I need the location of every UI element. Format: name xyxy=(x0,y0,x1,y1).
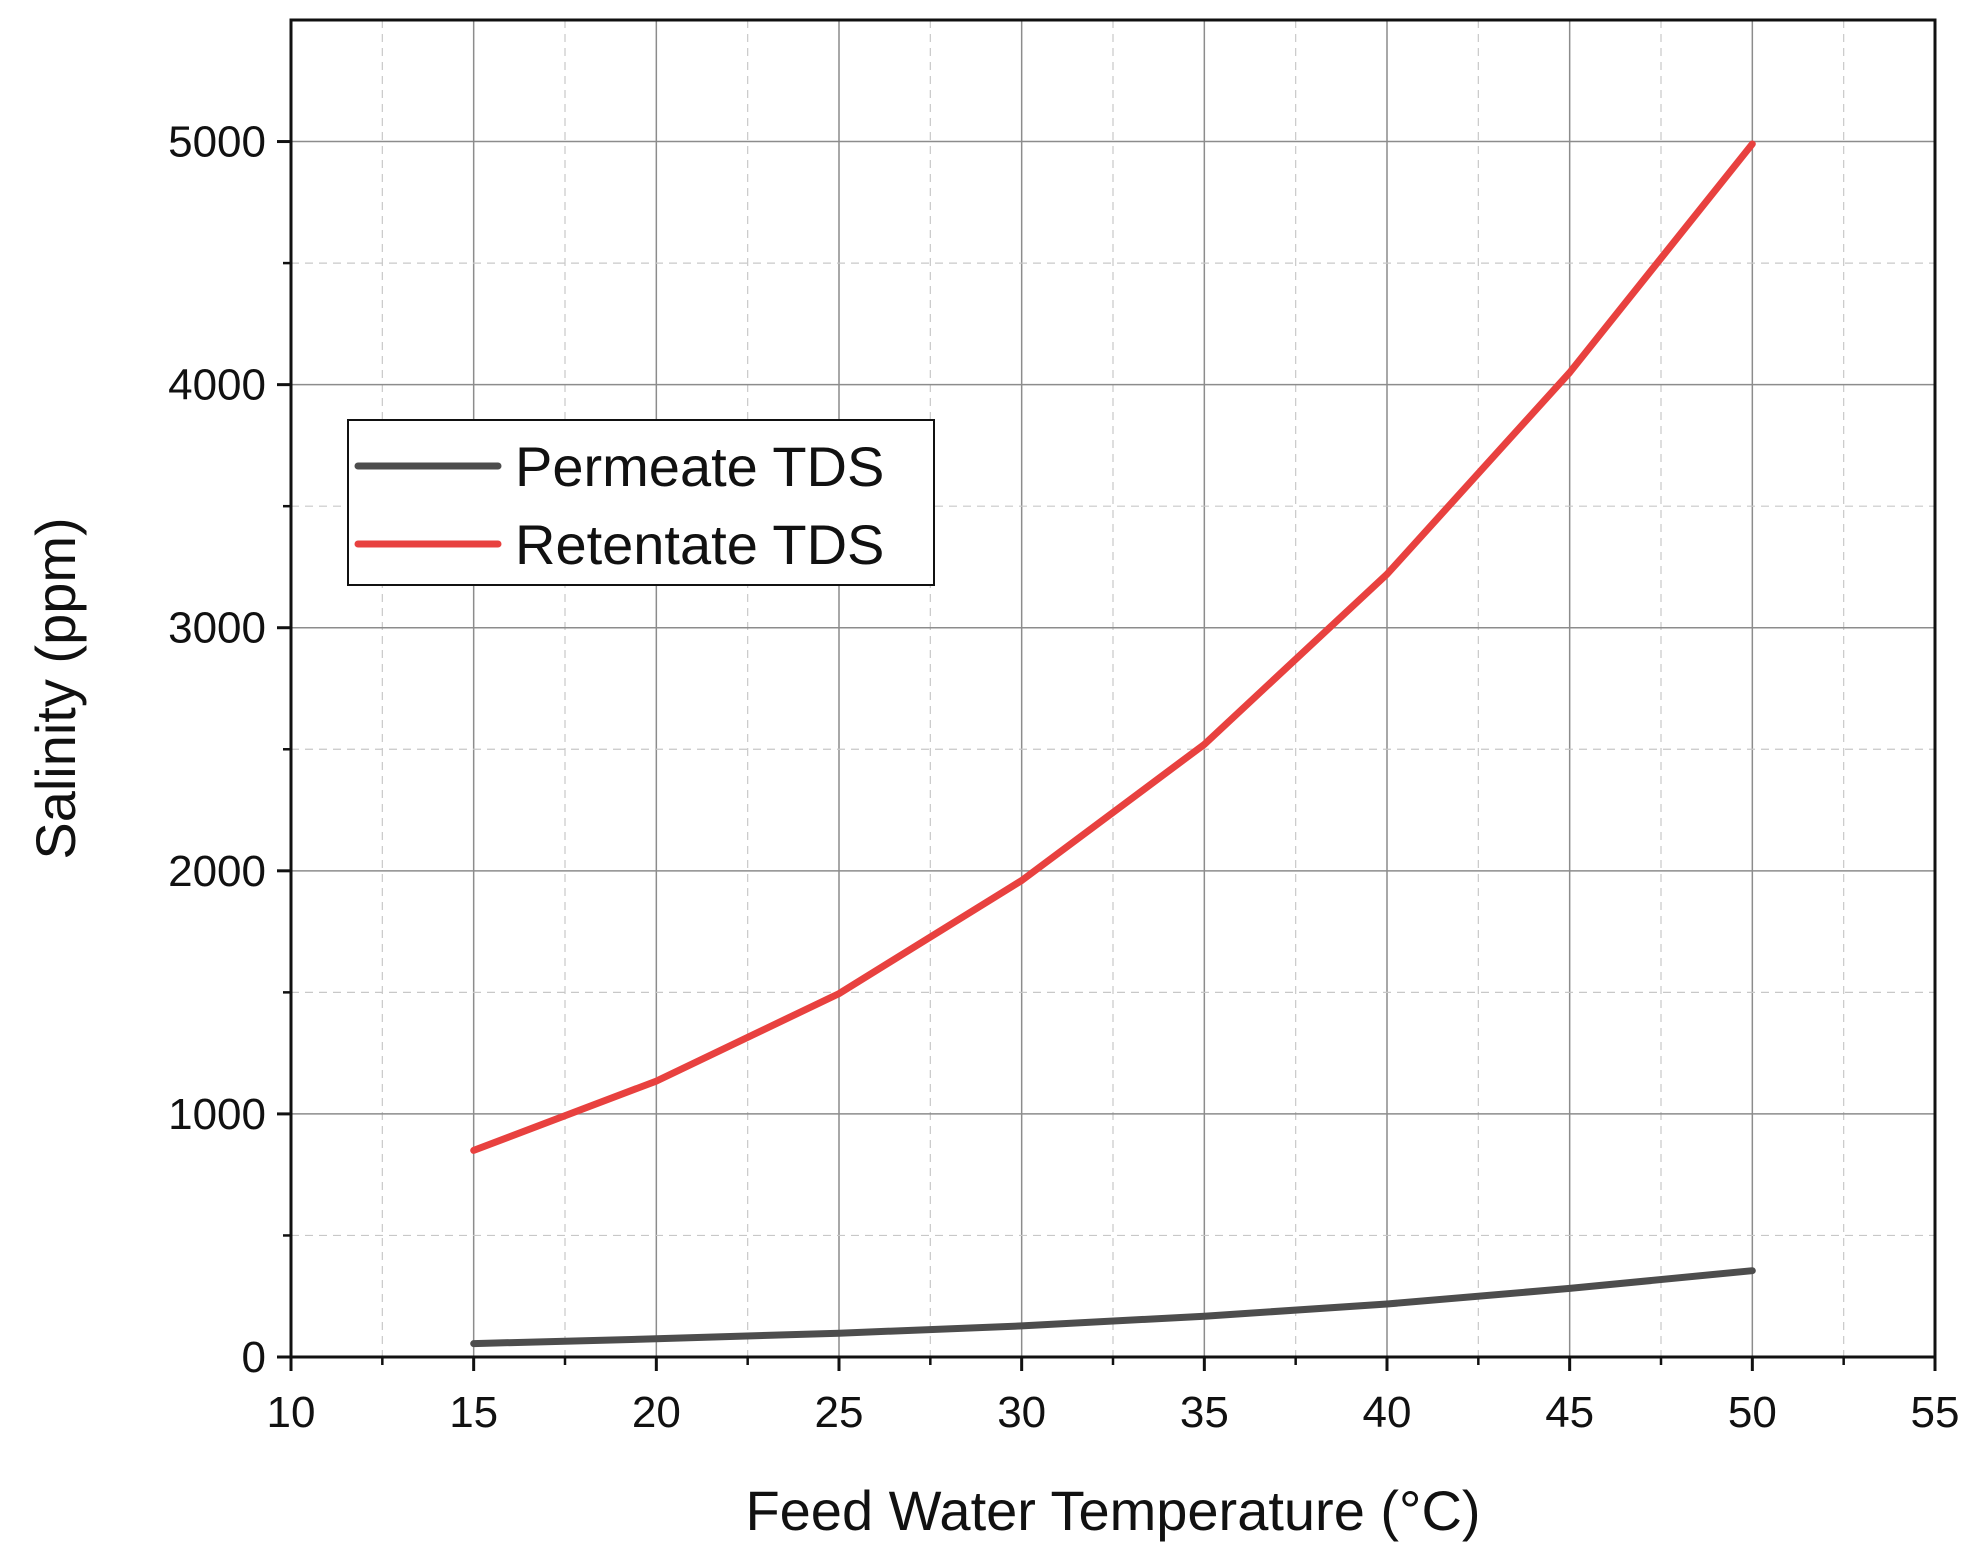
y-tick-label: 0 xyxy=(242,1333,266,1382)
legend: Permeate TDS Retentate TDS xyxy=(347,419,935,586)
x-tick-label: 25 xyxy=(815,1388,864,1437)
x-tick-label: 20 xyxy=(632,1388,681,1437)
y-tick-label: 2000 xyxy=(168,847,266,896)
series-lines xyxy=(470,140,1756,1348)
legend-box xyxy=(347,419,935,586)
series-line-permeate xyxy=(470,1267,1756,1348)
y-tick-label: 5000 xyxy=(168,118,266,167)
x-tick-label: 15 xyxy=(449,1388,498,1437)
axis-ticks xyxy=(277,140,1937,1371)
x-tick-labels: 10 15 20 25 30 35 40 45 50 55 xyxy=(267,1388,1960,1437)
x-tick-label: 35 xyxy=(1180,1388,1229,1437)
x-tick-label: 40 xyxy=(1363,1388,1412,1437)
legend-label-retentate: Retentate TDS xyxy=(515,513,884,576)
x-tick-label: 55 xyxy=(1911,1388,1960,1437)
x-tick-label: 45 xyxy=(1545,1388,1594,1437)
legend-label-permeate: Permeate TDS xyxy=(515,435,884,498)
y-tick-label: 1000 xyxy=(168,1090,266,1139)
y-tick-labels: 0 1000 2000 3000 4000 5000 xyxy=(168,118,266,1382)
x-tick-label: 30 xyxy=(997,1388,1046,1437)
x-tick-label: 10 xyxy=(267,1388,316,1437)
x-tick-label: 50 xyxy=(1728,1388,1777,1437)
grid xyxy=(291,20,1935,1357)
x-axis-title: Feed Water Temperature (°C) xyxy=(745,1479,1480,1542)
y-tick-label: 3000 xyxy=(168,604,266,653)
y-tick-label: 4000 xyxy=(168,361,266,410)
series-line-retentate xyxy=(470,140,1756,1154)
y-axis-title: Salinity (ppm) xyxy=(24,517,87,859)
